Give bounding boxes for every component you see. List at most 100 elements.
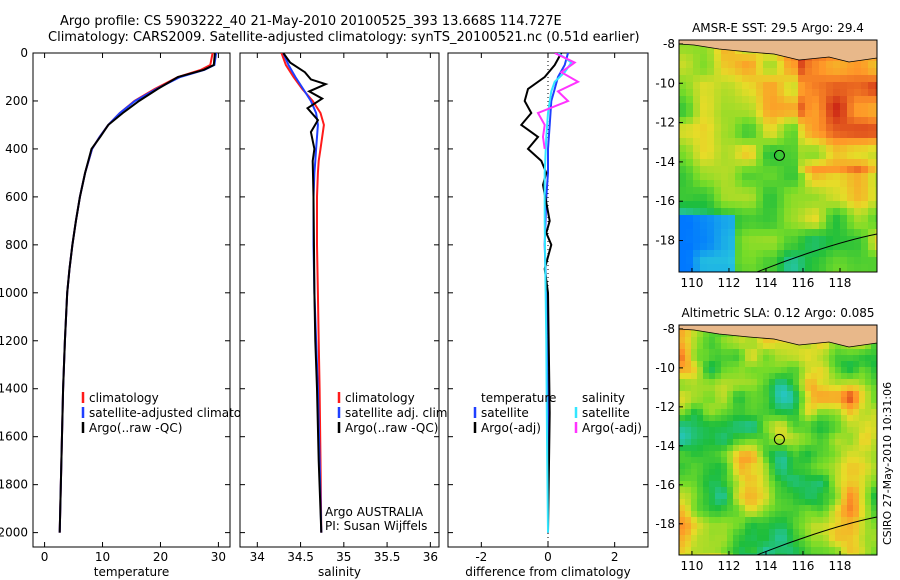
sla-map-cell [847,463,853,469]
sla-map-cell [841,385,847,391]
sst-map-cell [861,180,868,187]
sla-map-cell [835,493,841,499]
sst-map-cell [854,257,861,264]
sla-map-cell [703,535,709,541]
sla-map-cell [817,349,823,355]
sst-map-cell [847,208,854,215]
sla-map-cell [697,415,703,421]
sla-map-cell [679,415,685,421]
sst-map-cell [721,103,728,110]
sla-map-cell [769,379,775,385]
sla-map-cell [757,355,763,361]
sla-map-cell [733,349,739,355]
sst-map-cell [798,208,805,215]
sst-map-cell [721,110,728,117]
sst-map-cell [714,194,721,201]
sst-map-cell [791,110,798,117]
sla-map-cell [709,349,715,355]
sla-map-cell [847,481,853,487]
sla-map-cell [871,421,877,427]
sla-map-cell [733,547,739,553]
sla-map-cell [835,403,841,409]
sla-map-cell [769,493,775,499]
sla-map-cell [847,421,853,427]
sst-map-cell [847,61,854,68]
sla-map-cell [775,397,781,403]
sla-map-cell [763,349,769,355]
sst-map-cell [798,110,805,117]
sla-map-cell [751,367,757,373]
temperature-ytick-label: 1000 [0,286,28,300]
sla-map-field [679,325,877,555]
sst-map-cell [840,89,847,96]
sla-map-cell [733,361,739,367]
sla-map-cell [787,487,793,493]
sla-map-cell [757,409,763,415]
sla-map-cell [697,469,703,475]
sla-map-cell [733,511,739,517]
sla-map-cell [775,469,781,475]
sla-map-cell [853,415,859,421]
sst-map-cell [798,215,805,222]
sla-map-cell [787,535,793,541]
sla-map-cell [853,409,859,415]
sst-map-cell [840,96,847,103]
sst-map-cell [847,166,854,173]
sla-map-cell [751,337,757,343]
sst-map-cell [707,201,714,208]
sla-map-cell [727,343,733,349]
sst-map-cell [861,110,868,117]
sla-map-cell [763,535,769,541]
temperature-ytick-label: 1400 [0,382,28,396]
sst-map-cell [749,54,756,61]
sst-map-cell [875,180,877,187]
sla-map-cell [697,397,703,403]
sst-map-cell [847,124,854,131]
sla-map-cell [757,337,763,343]
sst-map-cell [791,194,798,201]
sst-map-cell [840,187,847,194]
sla-map-cell [679,421,685,427]
sla-map-cell [811,517,817,523]
sla-map-cell [763,373,769,379]
sst-map-cell [693,166,700,173]
sla-map-cell [703,337,709,343]
sla-map-cell [829,445,835,451]
sst-map-cell [735,54,742,61]
sla-map-cell [859,367,865,373]
sla-map-cell [859,487,865,493]
sla-map-cell [715,421,721,427]
sla-map-cell [805,343,811,349]
sla-map-cell [781,397,787,403]
sst-map-cell [693,264,700,271]
sla-map-ytick-label: -18 [655,517,675,531]
sla-map-cell [793,385,799,391]
sst-map-cell [805,68,812,75]
sst-map-cell [819,243,826,250]
sla-map-cell [769,451,775,457]
sla-map-cell [865,505,871,511]
sst-map-cell [875,236,877,243]
sst-map-cell [798,264,805,271]
sla-map-cell [727,523,733,529]
sla-map-cell [817,511,823,517]
sst-map-cell [756,138,763,145]
sst-map-cell [812,68,819,75]
sla-map-cell [733,385,739,391]
sst-map-cell [847,215,854,222]
sst-map-cell [861,201,868,208]
sst-map-cell [714,117,721,124]
sla-map-cell [709,487,715,493]
sst-map-cell [826,75,833,82]
sst-map-cell [693,243,700,250]
sst-map-cell [735,236,742,243]
sla-map-ytick-label: -14 [655,439,675,453]
sst-map-cell [805,138,812,145]
temperature-xtick-label: 10 [95,550,110,564]
sst-map-cell [707,138,714,145]
sla-map-cell [871,457,877,463]
sst-map-cell [805,75,812,82]
sst-map-cell [693,257,700,264]
sla-map-cell [769,343,775,349]
sla-map-cell [811,529,817,535]
